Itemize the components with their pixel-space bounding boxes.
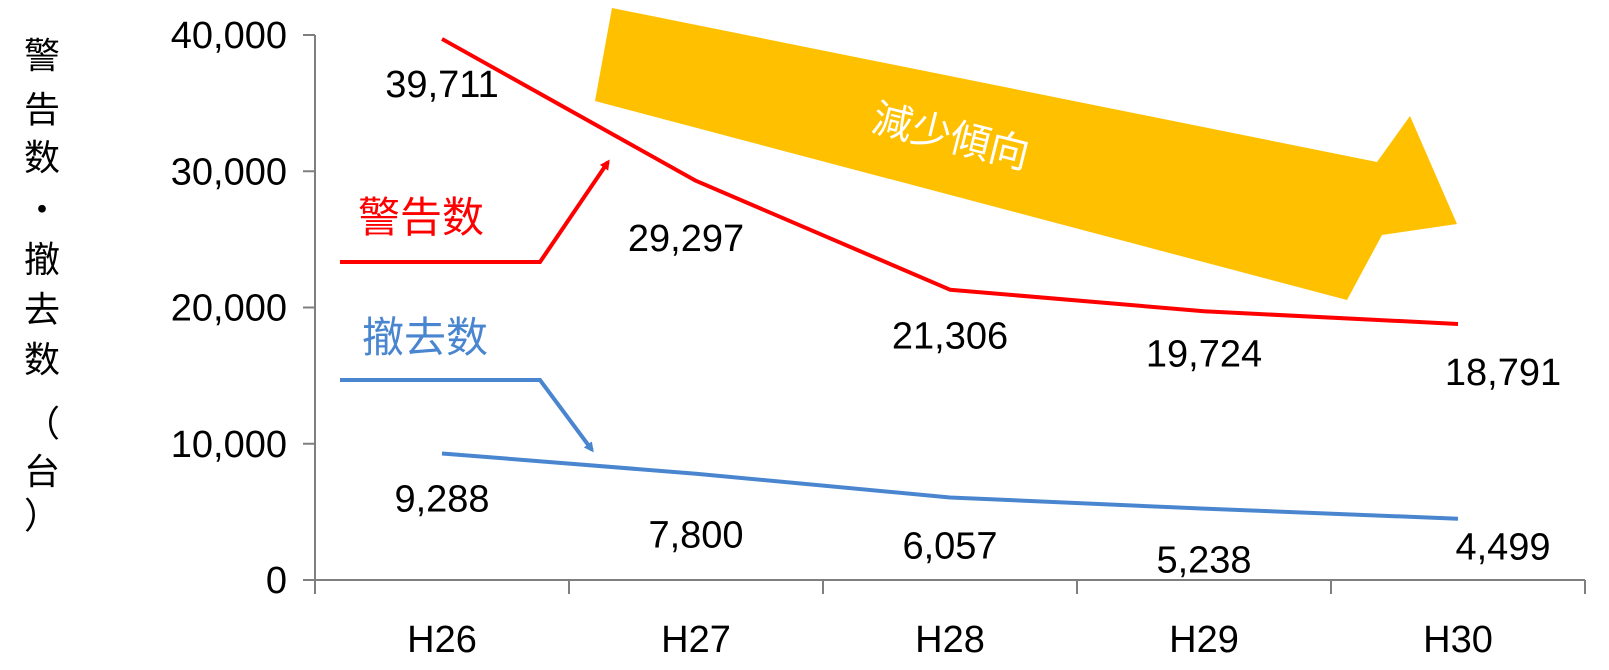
series-line-removals: [441, 451, 1459, 521]
y-tick-label: 10,000: [171, 424, 287, 466]
y-axis-title-char: 去: [24, 290, 60, 331]
y-axis-title-char: 警: [24, 36, 60, 77]
data-label: 9,288: [394, 478, 489, 520]
y-axis-title-char: （: [24, 404, 60, 445]
trend-annotation: 減少傾向: [595, 8, 1457, 300]
y-axis-title-char: 告: [24, 90, 60, 131]
data-label: 19,724: [1146, 333, 1262, 375]
y-tick-label: 30,000: [171, 151, 287, 193]
data-label: 4,499: [1455, 527, 1550, 569]
data-label: 18,791: [1445, 352, 1561, 394]
data-labels: 39,711 29,297 21,306 19,724 18,791 9,288 7,800…: [385, 64, 1561, 582]
y-axis-title-char: ）: [24, 496, 60, 537]
y-axis-title-char: 数: [24, 138, 60, 179]
data-label: 6,057: [902, 525, 997, 567]
y-tick-label: 0: [266, 560, 287, 602]
series-group: [441, 37, 1459, 521]
x-tick-label: H30: [1423, 619, 1493, 661]
trend-arrow: [595, 8, 1457, 300]
callout-arrow-removals: [340, 378, 594, 453]
y-axis-title-char: 台: [24, 452, 60, 493]
y-axis-title-char: 撤: [24, 240, 60, 281]
data-label: 29,297: [628, 218, 744, 260]
data-label: 7,800: [648, 515, 743, 557]
data-label: 5,238: [1156, 540, 1251, 582]
x-tick-label: H29: [1169, 619, 1239, 661]
y-axis-title-char: 数: [24, 340, 60, 381]
y-tick-label: 20,000: [171, 288, 287, 330]
axes: 0 10,000 20,000 30,000 40,000 H26 H27 H28 H29 H30: [171, 15, 1586, 661]
data-label: 21,306: [892, 316, 1008, 358]
y-axis-title: 警告数・撤去数（台）: [24, 36, 60, 537]
x-tick-label: H27: [661, 619, 731, 661]
series-label-removals: 撤去数: [362, 313, 488, 362]
series-line-warnings: [441, 37, 1459, 326]
callout-arrow-warnings: [340, 159, 610, 264]
data-label: 39,711: [385, 64, 498, 106]
series-label-warnings: 警告数: [358, 193, 484, 242]
y-axis-title-char: ・: [24, 190, 60, 231]
x-tick-label: H28: [915, 619, 985, 661]
y-tick-label: 40,000: [171, 15, 287, 57]
x-tick-label: H26: [407, 619, 477, 661]
